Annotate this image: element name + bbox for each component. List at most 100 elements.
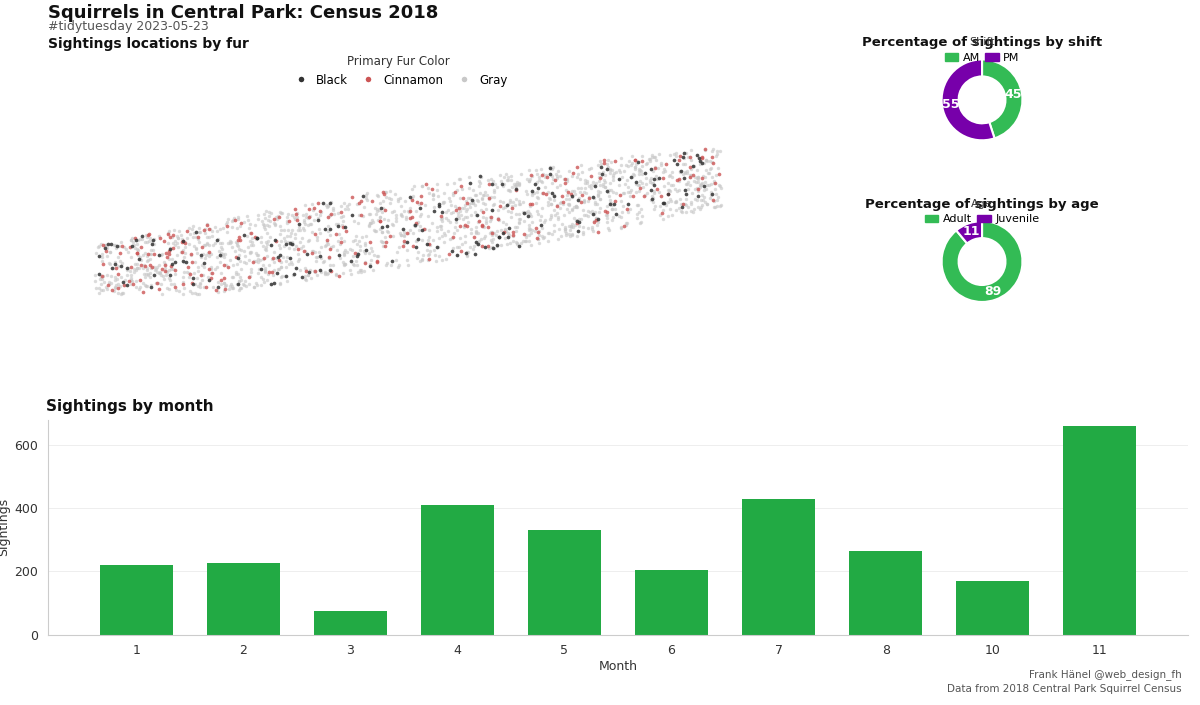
- Point: [412, 197, 431, 208]
- Point: [456, 247, 475, 259]
- Point: [235, 250, 254, 262]
- Point: [551, 179, 570, 190]
- Point: [488, 214, 508, 225]
- Point: [101, 271, 120, 282]
- Point: [616, 178, 635, 190]
- Point: [661, 195, 680, 207]
- Point: [618, 182, 637, 193]
- Point: [430, 233, 449, 244]
- Point: [391, 209, 410, 220]
- Point: [272, 207, 292, 218]
- Point: [262, 266, 281, 278]
- Point: [196, 223, 215, 235]
- Point: [575, 195, 594, 206]
- Point: [162, 278, 181, 290]
- Point: [138, 248, 157, 259]
- Point: [174, 278, 193, 290]
- Point: [113, 241, 132, 252]
- Point: [632, 177, 652, 188]
- Point: [324, 208, 343, 219]
- Point: [214, 248, 233, 259]
- Point: [439, 226, 458, 237]
- Point: [476, 203, 496, 214]
- Point: [481, 214, 500, 225]
- Point: [252, 280, 271, 291]
- Point: [305, 246, 324, 257]
- Point: [685, 176, 704, 187]
- Point: [113, 257, 132, 269]
- Point: [136, 260, 155, 271]
- Point: [281, 239, 300, 250]
- Point: [552, 219, 571, 230]
- Point: [569, 216, 588, 227]
- Point: [623, 190, 642, 202]
- Point: [271, 278, 290, 290]
- Point: [688, 183, 707, 194]
- Point: [522, 210, 541, 221]
- Point: [676, 199, 695, 210]
- Point: [659, 178, 678, 189]
- Point: [556, 222, 575, 233]
- Point: [517, 207, 536, 219]
- Point: [181, 250, 200, 261]
- Point: [692, 152, 712, 163]
- Point: [145, 248, 164, 259]
- Point: [113, 287, 132, 298]
- Point: [331, 212, 350, 223]
- Point: [482, 204, 502, 216]
- Point: [504, 235, 523, 247]
- Point: [224, 212, 244, 223]
- Point: [146, 278, 166, 289]
- Point: [172, 246, 191, 257]
- Point: [559, 198, 578, 209]
- Point: [586, 206, 605, 217]
- Point: [360, 236, 379, 247]
- Point: [406, 220, 425, 231]
- Point: [151, 278, 170, 290]
- Point: [449, 202, 468, 214]
- Point: [413, 254, 432, 265]
- Point: [239, 278, 258, 290]
- Point: [184, 268, 203, 279]
- Point: [480, 228, 499, 239]
- Point: [500, 195, 520, 206]
- Point: [690, 181, 709, 192]
- Point: [208, 281, 227, 293]
- Point: [660, 203, 679, 214]
- Point: [188, 262, 208, 273]
- Point: [376, 236, 395, 247]
- Point: [643, 192, 662, 204]
- Point: [317, 269, 336, 280]
- Point: [486, 178, 505, 190]
- Point: [216, 279, 235, 290]
- Point: [299, 269, 318, 281]
- Point: [310, 264, 329, 276]
- Point: [190, 289, 209, 300]
- Point: [692, 157, 712, 168]
- Point: [182, 277, 202, 288]
- Text: 55: 55: [942, 99, 959, 111]
- Point: [605, 198, 624, 209]
- Point: [457, 197, 476, 209]
- Point: [354, 265, 373, 276]
- Point: [419, 248, 438, 259]
- Point: [516, 185, 535, 196]
- Point: [256, 213, 275, 224]
- Point: [689, 185, 708, 196]
- Point: [181, 249, 200, 260]
- Point: [139, 229, 158, 240]
- Point: [710, 200, 730, 211]
- Point: [262, 239, 281, 250]
- Point: [286, 213, 305, 224]
- Point: [574, 221, 593, 233]
- Point: [133, 262, 152, 274]
- Point: [463, 196, 482, 207]
- Point: [175, 282, 194, 293]
- Point: [368, 257, 388, 268]
- Point: [101, 259, 120, 270]
- Point: [610, 211, 629, 222]
- Point: [547, 170, 566, 181]
- Point: [685, 184, 704, 195]
- Point: [409, 224, 428, 235]
- Point: [395, 231, 414, 242]
